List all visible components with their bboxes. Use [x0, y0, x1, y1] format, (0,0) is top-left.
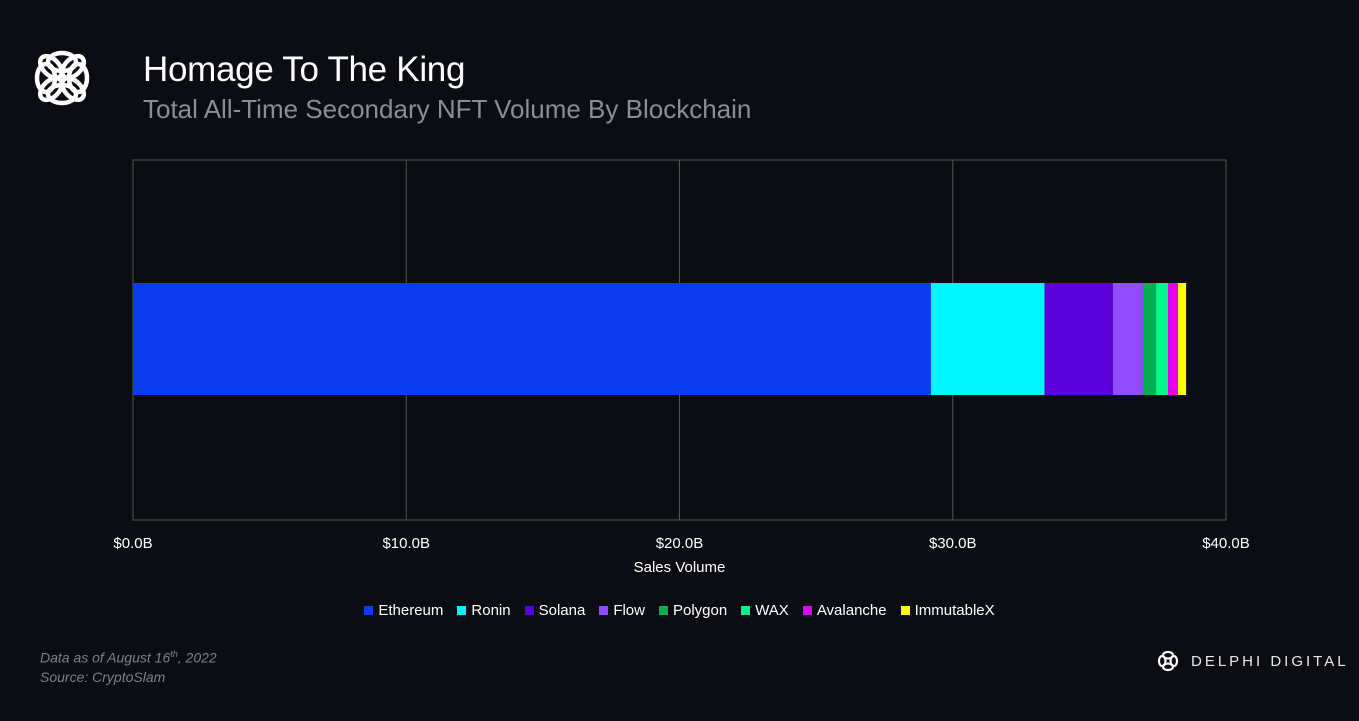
- bar-segment-flow: [1112, 283, 1143, 395]
- x-tick-label: $20.0B: [656, 535, 704, 552]
- legend-swatch: [802, 606, 812, 615]
- bar-segment-ethereum: [133, 283, 931, 395]
- legend-label: ImmutableX: [914, 602, 995, 619]
- delphi-logo-icon: [34, 50, 90, 106]
- x-tick-label: $10.0B: [382, 535, 430, 552]
- brand-name: DELPHI DIGITAL: [1191, 652, 1349, 670]
- legend-label: Flow: [613, 602, 645, 619]
- legend-label: Avalanche: [816, 602, 887, 619]
- x-tick-label: $0.0B: [113, 535, 152, 552]
- bar-segment-solana: [1044, 283, 1113, 395]
- legend-label: Ronin: [471, 602, 511, 619]
- bar-segment-avalanche: [1168, 283, 1178, 395]
- legend: Ethereum Ronin Solana Flow Polygon WAX Avalanc…: [0, 602, 1359, 619]
- bar-segment-polygon: [1142, 283, 1157, 395]
- legend-swatch: [457, 606, 467, 615]
- legend-swatch: [900, 606, 910, 615]
- legend-item: Ethereum: [364, 602, 443, 619]
- legend-swatch: [658, 606, 668, 615]
- legend-swatch: [741, 606, 751, 615]
- legend-label: Solana: [538, 602, 586, 619]
- bar-segment-immutablex: [1177, 283, 1187, 395]
- footnote: Data as of August 16th, 2022 Source: Cry…: [40, 645, 217, 687]
- data-source: Source: CryptoSlam: [40, 668, 166, 685]
- legend-item: Flow: [599, 602, 645, 619]
- delphi-small-logo-icon: [1157, 650, 1179, 672]
- stacked-bar-chart: $0.0B $10.0B $20.0B $30.0B $40.0B: [113, 159, 1250, 552]
- legend-swatch: [599, 606, 609, 615]
- bar-segment-ronin: [930, 283, 1045, 395]
- legend-swatch: [364, 606, 374, 615]
- brand: DELPHI DIGITAL: [1155, 648, 1349, 674]
- legend-item: Polygon: [658, 602, 728, 619]
- legend-item: Solana: [524, 602, 586, 619]
- legend-label: Ethereum: [378, 602, 444, 619]
- legend-item: WAX: [741, 602, 789, 619]
- legend-item: Ronin: [457, 602, 511, 619]
- x-tick-label: $30.0B: [929, 535, 977, 552]
- legend-item: ImmutableX: [900, 602, 995, 619]
- data-date: Data as of August 16th, 2022: [40, 649, 217, 666]
- legend-label: Polygon: [672, 602, 728, 619]
- x-tick-label: $40.0B: [1202, 535, 1250, 552]
- bar-segment-wax: [1156, 283, 1169, 395]
- legend-swatch: [524, 606, 534, 615]
- legend-item: Avalanche: [802, 602, 887, 619]
- chart-subtitle: Total All-Time Secondary NFT Volume By B…: [143, 94, 752, 124]
- chart-title: Homage To The King: [143, 50, 466, 89]
- legend-label: WAX: [755, 602, 789, 619]
- x-axis-label: Sales Volume: [633, 559, 726, 576]
